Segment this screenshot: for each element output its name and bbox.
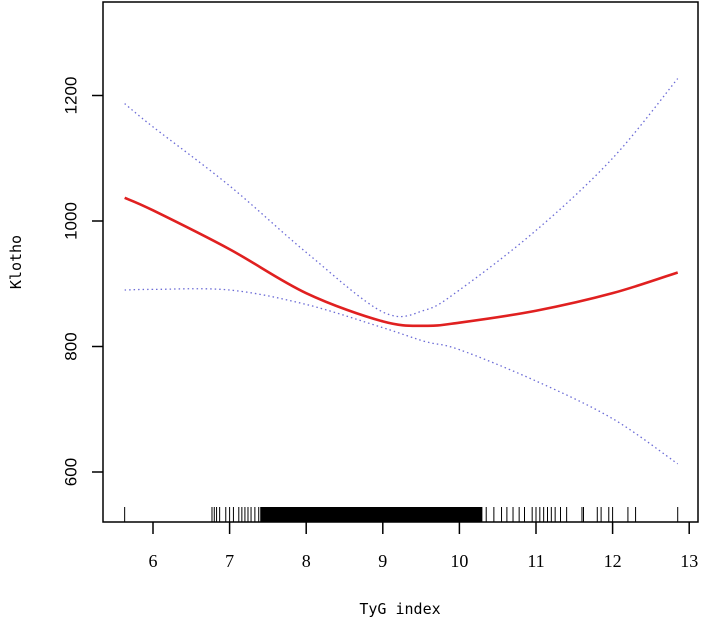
rug-dense-band: [260, 507, 483, 522]
y-tick-label: 1000: [61, 202, 80, 240]
fitted-curve: [124, 196, 679, 328]
lower-ci-curve: [124, 288, 679, 465]
x-tick-label: 11: [527, 551, 544, 571]
x-tick-label: 10: [450, 551, 468, 571]
upper-ci-curve: [124, 78, 679, 318]
x-tick-label: 13: [680, 551, 698, 571]
x-axis-title: TyG index: [359, 600, 440, 618]
plot-frame: [102, 1, 699, 523]
rug-plot: [124, 507, 679, 522]
y-tick-label: 600: [61, 458, 80, 486]
x-tick-label: 8: [302, 551, 311, 571]
x-tick-label: 12: [604, 551, 622, 571]
y-axis: 600 800 1000 1200: [61, 77, 103, 486]
y-axis-title: Klotho: [7, 235, 25, 289]
x-axis: 6 7 8 9 10 11 12 13: [149, 522, 698, 571]
x-tick-label: 6: [149, 551, 158, 571]
x-tick-label: 9: [378, 551, 387, 571]
y-tick-label: 1200: [61, 77, 80, 115]
series-group: [124, 78, 679, 465]
y-tick-label: 800: [61, 332, 80, 360]
x-tick-label: 7: [225, 551, 234, 571]
